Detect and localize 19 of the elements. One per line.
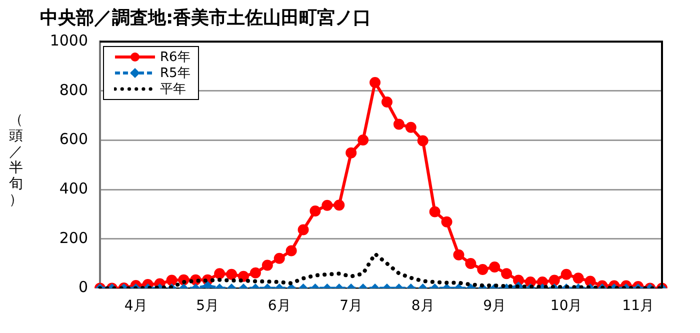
chart-title: 中央部／調査地:香美市土佐山田町宮ノ口 bbox=[40, 7, 372, 28]
x-tick-label: 5月 bbox=[196, 298, 220, 314]
y-axis-title: （頭／半旬） bbox=[8, 112, 24, 208]
y-tick-label: 0 bbox=[78, 278, 88, 296]
y-tick-label: 600 bbox=[59, 130, 88, 148]
legend-label: R6年 bbox=[160, 49, 190, 66]
y-tick-label: 400 bbox=[59, 179, 88, 198]
x-tick-label: 9月 bbox=[483, 298, 506, 314]
legend-label: 平年 bbox=[160, 81, 186, 98]
x-tick-label: 10月 bbox=[550, 298, 582, 314]
legend-label: R5年 bbox=[160, 65, 190, 82]
y-tick-label: 200 bbox=[59, 228, 88, 247]
x-tick-label: 7月 bbox=[340, 298, 363, 314]
x-tick-label: 11月 bbox=[622, 298, 654, 314]
y-tick-label: 1000 bbox=[50, 31, 88, 50]
y-tick-label: 800 bbox=[59, 80, 88, 99]
x-tick-label: 6月 bbox=[268, 298, 291, 314]
x-tick-label: 4月 bbox=[124, 298, 148, 314]
x-tick-label: 8月 bbox=[411, 298, 434, 314]
